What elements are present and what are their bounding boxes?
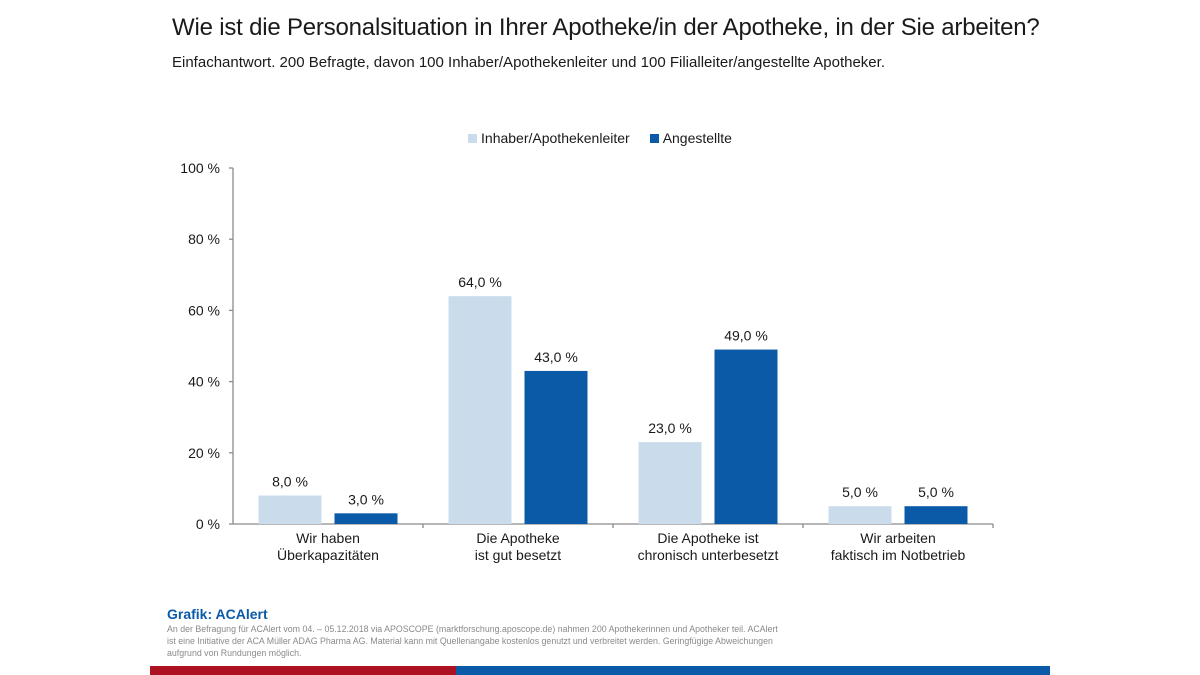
bar-angestellte bbox=[524, 370, 588, 524]
legend-label-inhaber: Inhaber/Apothekenleiter bbox=[481, 130, 630, 146]
source-title: Grafik: ACAlert bbox=[167, 606, 268, 622]
footer-bar-red bbox=[150, 666, 456, 675]
x-category-label: ist gut besetzt bbox=[475, 547, 561, 563]
legend-swatch-inhaber bbox=[468, 133, 478, 143]
y-tick-label: 100 % bbox=[180, 160, 220, 176]
y-tick-label: 60 % bbox=[188, 302, 220, 318]
x-category-label: Wir haben bbox=[296, 530, 360, 546]
data-label: 64,0 % bbox=[458, 274, 502, 290]
y-tick-label: 20 % bbox=[188, 445, 220, 461]
data-label: 5,0 % bbox=[842, 484, 878, 500]
x-category-label: Die Apotheke ist bbox=[657, 530, 758, 546]
x-category-label: Überkapazitäten bbox=[277, 546, 379, 563]
legend: Inhaber/Apothekenleiter Angestellte bbox=[0, 130, 1200, 146]
bar-chart: 0 % 20 % 40 % 60 % 80 % 100 % 8,0 % 3,0 % Wir ha… bbox=[180, 160, 994, 563]
data-label: 23,0 % bbox=[648, 420, 692, 436]
source-note: An der Befragung für ACAlert vom 04. – 0… bbox=[167, 624, 778, 658]
data-label: 3,0 % bbox=[348, 491, 384, 507]
y-tick-label: 40 % bbox=[188, 374, 220, 390]
data-label: 49,0 % bbox=[724, 328, 768, 344]
chart-subtitle: Einfachantwort. 200 Befragte, davon 100 … bbox=[172, 54, 885, 71]
bar-inhaber bbox=[448, 296, 512, 524]
x-category-label: faktisch im Notbetrieb bbox=[831, 547, 966, 563]
y-tick-label: 0 % bbox=[196, 516, 220, 532]
x-category-label: chronisch unterbesetzt bbox=[638, 547, 779, 563]
data-label: 8,0 % bbox=[272, 474, 308, 490]
bar-inhaber bbox=[258, 495, 322, 524]
legend-item-inhaber: Inhaber/Apothekenleiter bbox=[468, 130, 630, 146]
y-tick-label: 80 % bbox=[188, 231, 220, 247]
bar-angestellte bbox=[904, 506, 968, 524]
bar-inhaber bbox=[638, 442, 702, 524]
x-category-label: Wir arbeiten bbox=[860, 530, 935, 546]
chart-title: Wie ist die Personalsituation in Ihrer A… bbox=[172, 14, 1040, 41]
data-label: 5,0 % bbox=[918, 484, 954, 500]
bar-angestellte bbox=[714, 349, 778, 524]
legend-label-angestellte: Angestellte bbox=[662, 130, 732, 146]
legend-swatch-angestellte bbox=[649, 133, 659, 143]
legend-item-angestellte: Angestellte bbox=[649, 130, 732, 146]
bar-angestellte bbox=[334, 513, 398, 524]
bar-inhaber bbox=[828, 506, 892, 524]
footer-bar-blue bbox=[456, 666, 1050, 675]
x-category-label: Die Apotheke bbox=[476, 530, 559, 546]
data-label: 43,0 % bbox=[534, 349, 578, 365]
